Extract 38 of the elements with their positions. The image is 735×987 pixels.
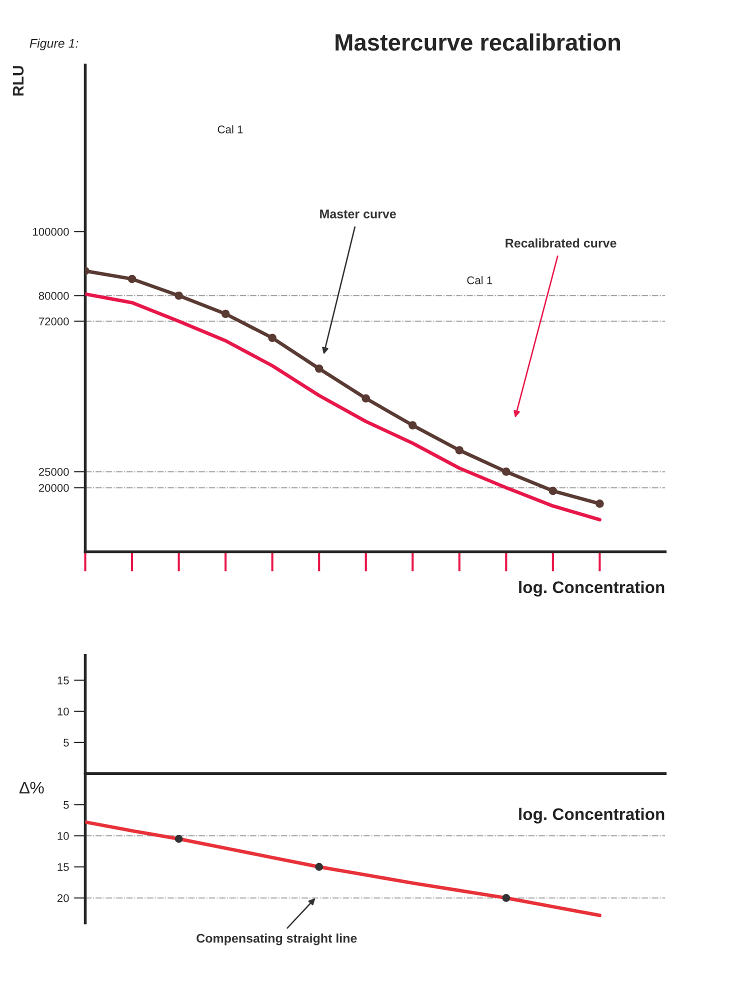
y-tick-label: 25000 bbox=[38, 468, 69, 476]
text: Master curve bbox=[320, 210, 396, 218]
point bbox=[502, 468, 510, 476]
y-tick-label: 15 bbox=[58, 676, 69, 684]
y-axis-title: RLU bbox=[12, 66, 24, 96]
y-tick-label: 80000 bbox=[38, 292, 69, 300]
point bbox=[548, 486, 558, 496]
annotation: Cal 1 bbox=[467, 276, 492, 284]
point bbox=[128, 274, 136, 284]
text: Recalibrated curve bbox=[506, 238, 616, 248]
caption: Figure 1: bbox=[30, 38, 78, 50]
y-tick-label: 10 bbox=[58, 708, 69, 716]
y-tick-label: 15 bbox=[58, 863, 69, 871]
point bbox=[174, 834, 183, 843]
y-tick-label: 20000 bbox=[38, 484, 69, 492]
point bbox=[314, 364, 324, 373]
y-tick-label: 72000 bbox=[38, 318, 69, 326]
y-axis-title: ∆% bbox=[19, 782, 44, 794]
point bbox=[268, 334, 276, 342]
y-tick-label: 10 bbox=[58, 832, 69, 840]
point bbox=[408, 421, 417, 430]
y-tick-label: 5 bbox=[64, 738, 69, 747]
point bbox=[315, 862, 324, 871]
y-tick-label: 20 bbox=[57, 894, 69, 902]
chart-title: Mastercurve recalibration bbox=[336, 33, 620, 51]
point bbox=[362, 394, 370, 403]
point bbox=[502, 894, 510, 902]
point bbox=[455, 446, 464, 454]
y-tick-label: 100000 bbox=[33, 228, 69, 236]
annotation: Cal 1 bbox=[218, 125, 243, 134]
point bbox=[174, 291, 183, 300]
text: Compensating straight line bbox=[196, 934, 357, 946]
x-axis-title: log. Concentration bbox=[519, 580, 664, 597]
point bbox=[221, 310, 230, 318]
y-tick-label: 5 bbox=[64, 801, 69, 809]
x-axis-title: log. Concentration bbox=[519, 808, 664, 824]
point bbox=[596, 500, 604, 508]
line-series bbox=[85, 292, 602, 522]
